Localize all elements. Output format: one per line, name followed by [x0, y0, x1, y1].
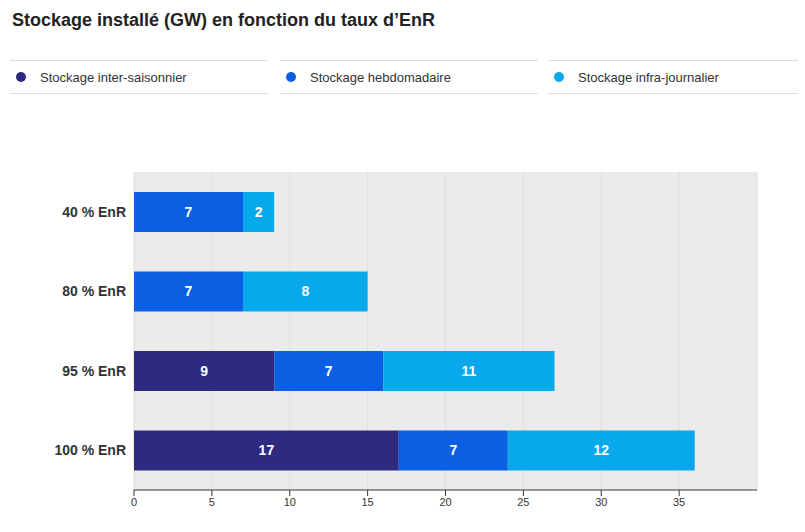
html-text:Stockage hebdomadaire: Stockage hebdomadaire: [310, 69, 451, 85]
svg-text:12: 12: [593, 442, 609, 458]
svg-text:30: 30: [595, 496, 607, 508]
svg-text:10: 10: [284, 496, 296, 508]
html-text:Stockage installé (GW) en fonc: Stockage installé (GW) en fonction du ta…: [12, 10, 435, 30]
svg-text:100 % EnR: 100 % EnR: [54, 442, 126, 458]
svg-text:7: 7: [325, 363, 333, 379]
svg-text:35: 35: [673, 496, 685, 508]
svg-text:7: 7: [185, 204, 193, 220]
svg-text:7: 7: [449, 442, 457, 458]
html-text:Stockage inter-saisonnier: Stockage inter-saisonnier: [40, 69, 187, 85]
svg-text:17: 17: [259, 442, 275, 458]
svg-text:20: 20: [439, 496, 451, 508]
svg-text:95 % EnR: 95 % EnR: [62, 363, 126, 379]
svg-text:11: 11: [461, 363, 476, 379]
svg-text:15: 15: [362, 496, 374, 508]
svg-text:40 % EnR: 40 % EnR: [62, 204, 126, 220]
svg-text:2: 2: [255, 204, 263, 220]
svg-text:8: 8: [301, 283, 309, 299]
svg-text:5: 5: [209, 496, 215, 508]
html-text:Stockage infra-journalier: Stockage infra-journalier: [578, 69, 719, 85]
svg-text:25: 25: [517, 496, 529, 508]
svg-text:7: 7: [185, 283, 193, 299]
svg-text:0: 0: [131, 496, 137, 508]
svg-text:80 % EnR: 80 % EnR: [62, 283, 126, 299]
svg-text:9: 9: [200, 363, 208, 379]
